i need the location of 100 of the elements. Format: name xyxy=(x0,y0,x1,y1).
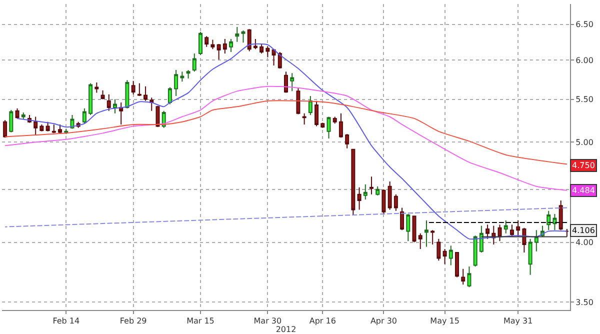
x-tick-label: May 31 xyxy=(503,316,533,326)
candlestick xyxy=(137,82,142,97)
candlestick xyxy=(338,112,343,138)
candlestick xyxy=(94,82,99,94)
candlestick xyxy=(498,224,502,242)
candlestick xyxy=(564,228,569,238)
y-tick-label: 5.50 xyxy=(576,95,594,104)
candlestick xyxy=(253,38,258,50)
line-series xyxy=(16,43,568,240)
candlestick xyxy=(394,194,398,212)
candlestick xyxy=(400,207,404,231)
candlestick xyxy=(436,238,441,262)
candlestick xyxy=(406,214,410,242)
x-tick-label: Feb 29 xyxy=(120,316,147,326)
candlestick xyxy=(351,148,356,216)
line-series xyxy=(4,100,568,165)
candlestick xyxy=(9,110,14,133)
candlestick xyxy=(467,266,472,288)
candlestick xyxy=(112,98,117,114)
candlestick xyxy=(516,220,520,238)
candlestick xyxy=(58,124,62,135)
candlestick xyxy=(534,230,538,252)
candlestick xyxy=(119,102,124,125)
y-tick-label: 6.00 xyxy=(576,56,594,65)
candlestick xyxy=(278,52,282,70)
candlestick xyxy=(546,210,551,231)
candlestick xyxy=(284,71,288,94)
candlestick xyxy=(21,112,26,120)
x-tick-label: Apr 30 xyxy=(370,316,397,326)
candlestick xyxy=(510,224,514,238)
candlestick xyxy=(34,116,38,136)
candlestick xyxy=(455,252,460,278)
candlestick xyxy=(88,82,93,116)
candlestick xyxy=(168,86,172,105)
y-tick-label: 6.50 xyxy=(576,20,594,30)
candlestick xyxy=(528,238,532,276)
candlestick xyxy=(376,186,380,196)
candlestick xyxy=(326,116,331,139)
candlestick xyxy=(15,108,20,119)
candlestick xyxy=(272,48,276,66)
candlestick xyxy=(198,31,202,56)
candlestick xyxy=(461,268,466,286)
candlestick xyxy=(430,230,435,246)
candlestick xyxy=(363,184,368,200)
candlestick xyxy=(222,38,227,54)
candlestick xyxy=(370,176,374,195)
candlestick xyxy=(486,224,490,240)
candlestick xyxy=(52,124,56,134)
candlestick xyxy=(3,120,8,138)
y-tick-label: 5.00 xyxy=(576,138,594,147)
candlestick xyxy=(125,80,130,109)
candlestick xyxy=(473,235,478,267)
candlestick xyxy=(216,44,221,60)
x-tick-label: May 15 xyxy=(430,316,460,326)
candlestick xyxy=(150,97,154,112)
candlestick xyxy=(522,227,526,253)
x-tick-label: Mar 15 xyxy=(186,316,214,326)
candlestick xyxy=(186,70,190,80)
candlestick xyxy=(448,245,453,266)
candlestick xyxy=(388,180,392,210)
candlestick xyxy=(241,30,246,44)
candlestick xyxy=(308,96,312,116)
candlestick xyxy=(40,124,44,132)
candlestick xyxy=(70,114,74,130)
candlestick xyxy=(314,100,319,127)
line-series xyxy=(4,86,568,191)
candlestick xyxy=(210,39,215,50)
x-tick-label: Apr 16 xyxy=(309,316,336,326)
candlestick xyxy=(479,225,484,253)
candlestick xyxy=(442,248,447,265)
candlestick xyxy=(345,134,350,149)
candlestick xyxy=(382,188,386,214)
candlestick xyxy=(332,116,337,124)
annotation: 4.484 xyxy=(572,186,595,195)
candlestick xyxy=(180,71,184,82)
y-tick-label: 4.00 xyxy=(576,238,594,248)
candlestick xyxy=(229,38,234,53)
candlestick xyxy=(552,214,557,231)
candlestick xyxy=(558,200,563,231)
candlestick xyxy=(144,86,148,102)
candlestick xyxy=(290,72,294,92)
y-tick-label: 3.50 xyxy=(576,298,594,308)
candlestick xyxy=(504,220,508,234)
candlestick xyxy=(46,121,50,132)
candlestick xyxy=(235,26,240,42)
candlestick xyxy=(296,87,300,115)
candlestick xyxy=(320,122,325,128)
x-tick-label: Feb 14 xyxy=(52,316,80,326)
candlestick xyxy=(100,90,105,100)
x-axis-title: 2012 xyxy=(276,325,296,334)
candlestick xyxy=(131,80,136,95)
candlestick xyxy=(204,36,209,48)
candlestick xyxy=(302,112,306,125)
candlestick xyxy=(260,44,264,54)
candlestick xyxy=(106,94,111,112)
annotation: 4.106 xyxy=(572,226,595,235)
candlestick xyxy=(82,108,86,124)
x-tick-label: Mar 30 xyxy=(254,316,282,326)
candlestick xyxy=(174,70,178,97)
candlestick xyxy=(412,216,416,243)
